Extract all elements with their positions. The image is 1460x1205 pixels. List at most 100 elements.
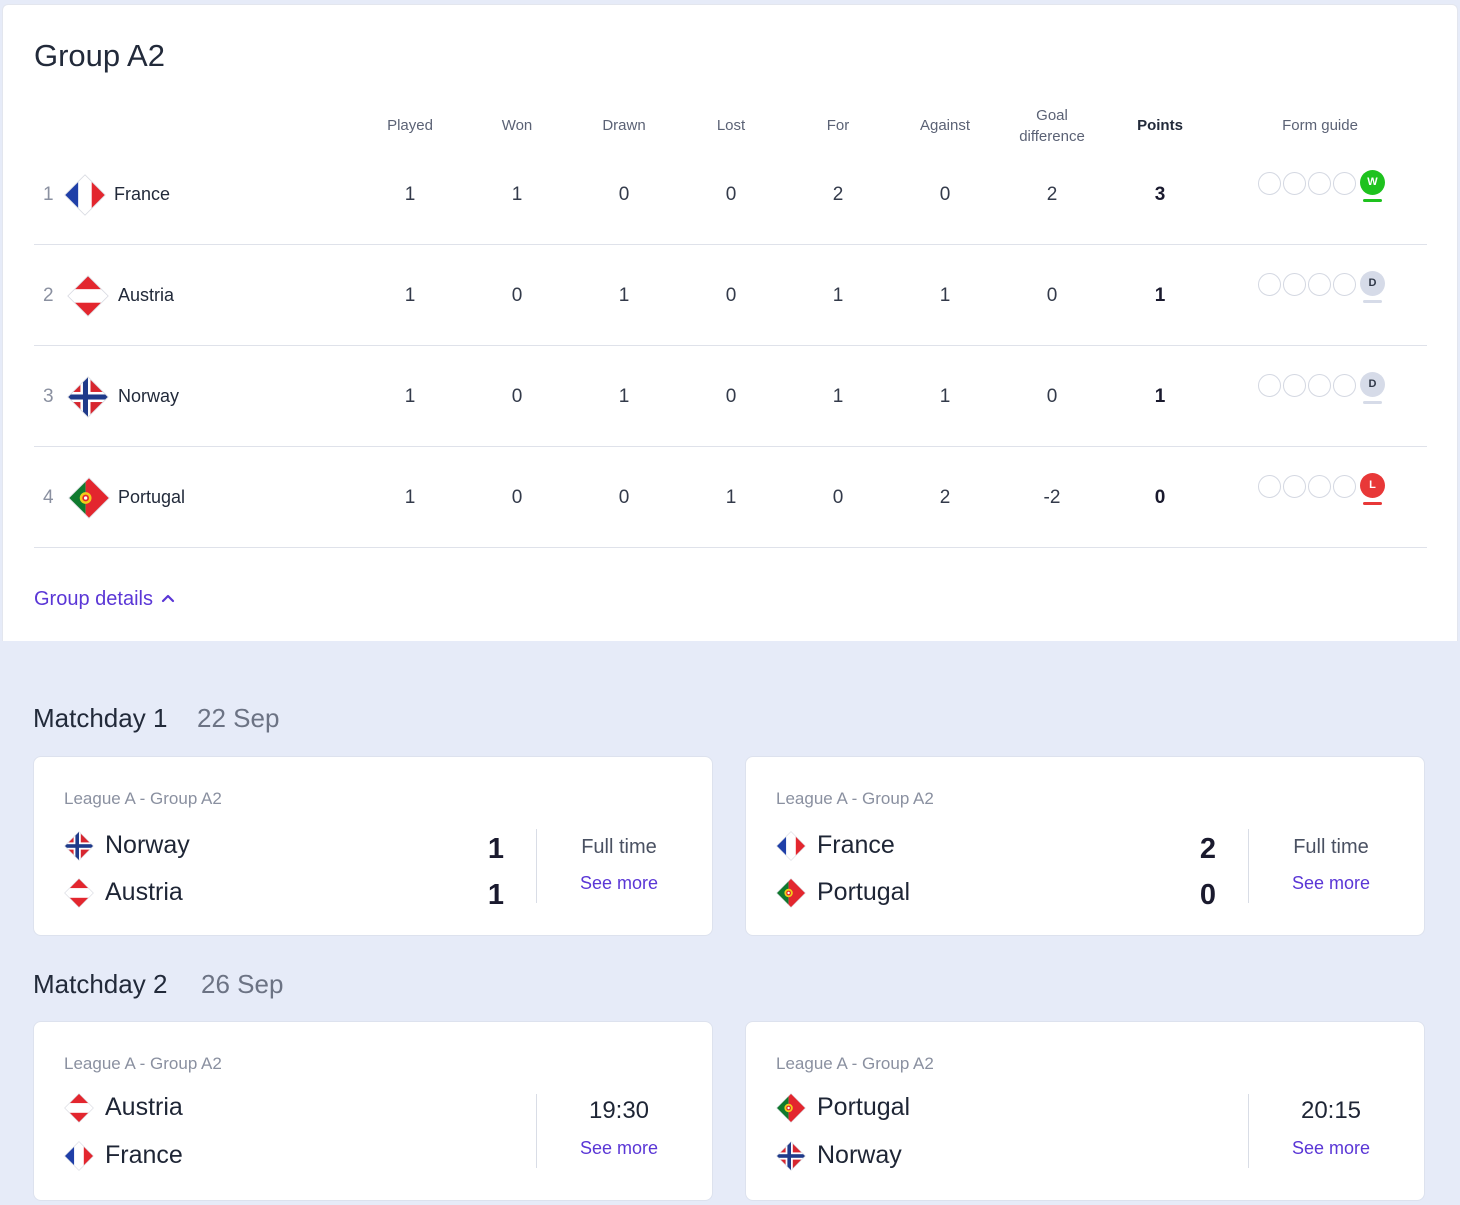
form-result-badge[interactable]: D — [1360, 372, 1385, 397]
drawn-value: 1 — [618, 285, 630, 306]
played-value: 1 — [404, 487, 416, 508]
against-value: 1 — [939, 285, 951, 306]
away-team: Portugal — [817, 878, 911, 906]
see-more-link[interactable]: See more — [1291, 873, 1371, 893]
table-row[interactable]: 3 Norway 1 0 1 0 1 1 0 1 D — [34, 346, 1427, 447]
see-more-link[interactable]: See more — [1291, 1138, 1371, 1158]
header-lost: Lost — [716, 117, 746, 134]
norway-flag-icon — [64, 831, 94, 861]
match-league: League A - Group A2 — [776, 789, 934, 808]
matchday-date: 22 Sep — [197, 703, 280, 733]
austria-flag-icon — [67, 275, 109, 317]
form-empty-slot — [1283, 273, 1306, 296]
goal-difference-value: 0 — [1046, 285, 1058, 306]
form-empty-slot — [1308, 172, 1331, 195]
header-drawn: Drawn — [602, 117, 646, 134]
team-name[interactable]: Norway — [118, 386, 180, 406]
team-name[interactable]: Austria — [118, 285, 175, 305]
match-card[interactable]: League A - Group A2 Norway Austria 1 1 F… — [33, 756, 713, 936]
won-value: 1 — [511, 184, 523, 205]
table-row[interactable]: 4 Portugal 1 0 0 1 0 2 -2 0 L — [34, 447, 1427, 548]
portugal-flag-icon — [776, 1093, 806, 1123]
table-row[interactable]: 1 France 1 1 0 0 2 0 2 3 W — [34, 144, 1427, 245]
norway-flag-icon — [67, 376, 109, 418]
header-points: Points — [1137, 117, 1183, 134]
matchday-title: Matchday 2 — [33, 969, 168, 999]
form-result-badge[interactable]: D — [1360, 271, 1385, 296]
divider — [1248, 829, 1249, 903]
for-value: 2 — [832, 184, 844, 205]
team-name[interactable]: France — [114, 184, 171, 204]
norway-flag-icon — [776, 1141, 806, 1171]
home-team: Portugal — [817, 1093, 911, 1121]
see-more-link[interactable]: See more — [579, 1138, 659, 1158]
header-form-guide: Form guide — [1282, 117, 1358, 134]
lost-value: 1 — [725, 487, 737, 508]
header-won: Won — [501, 117, 533, 134]
form-empty-slot — [1333, 172, 1356, 195]
lost-value: 0 — [725, 386, 737, 407]
portugal-flag-icon — [68, 477, 110, 519]
form-result-underline — [1363, 401, 1382, 404]
divider — [536, 829, 537, 903]
table-row[interactable]: 2 Austria 1 0 1 0 1 1 0 1 D — [34, 245, 1427, 346]
matchday-date: 26 Sep — [201, 969, 284, 999]
away-team: France — [105, 1141, 183, 1169]
form-empty-slot — [1333, 374, 1356, 397]
points-value: 3 — [1154, 184, 1166, 205]
match-card[interactable]: League A - Group A2 Portugal Norway 20:1… — [745, 1021, 1425, 1201]
points-value: 1 — [1154, 386, 1166, 407]
match-league: League A - Group A2 — [64, 1054, 222, 1073]
lost-value: 0 — [725, 285, 737, 306]
see-more-link[interactable]: See more — [579, 873, 659, 893]
drawn-value: 0 — [618, 184, 630, 205]
form-empty-slot — [1258, 273, 1281, 296]
header-gd-line2: difference — [1019, 128, 1085, 145]
france-flag-icon — [64, 174, 106, 216]
form-empty-slot — [1283, 475, 1306, 498]
form-guide: D — [1258, 370, 1388, 404]
points-value: 0 — [1154, 487, 1166, 508]
header-played: Played — [387, 117, 433, 134]
against-value: 2 — [939, 487, 951, 508]
group-details-toggle[interactable]: Group details — [34, 588, 175, 611]
form-guide: L — [1258, 471, 1388, 505]
match-card[interactable]: League A - Group A2 France Portugal 2 0 … — [745, 756, 1425, 936]
team-name[interactable]: Portugal — [118, 487, 186, 507]
played-value: 1 — [404, 184, 416, 205]
form-guide: W — [1258, 168, 1388, 202]
home-team: Austria — [105, 1093, 183, 1121]
form-empty-slot — [1283, 374, 1306, 397]
france-flag-icon — [776, 831, 806, 861]
away-team: Austria — [105, 878, 183, 906]
match-card[interactable]: League A - Group A2 Austria France 19:30… — [33, 1021, 713, 1201]
match-status: Full time — [1293, 836, 1369, 858]
divider — [536, 1094, 537, 1168]
away-score: 1 — [487, 879, 505, 911]
match-league: League A - Group A2 — [776, 1054, 934, 1073]
form-empty-slot — [1308, 273, 1331, 296]
won-value: 0 — [511, 487, 523, 508]
drawn-value: 1 — [618, 386, 630, 407]
form-empty-slot — [1333, 475, 1356, 498]
header-gd-line1: Goal — [1036, 107, 1068, 124]
austria-flag-icon — [64, 1093, 94, 1123]
for-value: 1 — [832, 285, 844, 306]
home-team: France — [817, 831, 895, 859]
goal-difference-value: -2 — [1043, 487, 1061, 508]
for-value: 0 — [832, 487, 844, 508]
group-details-label: Group details — [34, 588, 153, 610]
form-result-badge[interactable]: W — [1360, 170, 1385, 195]
against-value: 0 — [939, 184, 951, 205]
form-empty-slot — [1308, 475, 1331, 498]
home-score: 2 — [1199, 833, 1217, 865]
won-value: 0 — [511, 285, 523, 306]
form-empty-slot — [1258, 475, 1281, 498]
group-standings-card: Group A2 Played Won Drawn Lost For Again… — [2, 4, 1458, 641]
form-result-badge[interactable]: L — [1360, 473, 1385, 498]
match-status: Full time — [581, 836, 657, 858]
played-value: 1 — [404, 386, 416, 407]
points-value: 1 — [1154, 285, 1166, 306]
away-team: Norway — [817, 1141, 902, 1169]
home-score: 1 — [487, 833, 505, 865]
